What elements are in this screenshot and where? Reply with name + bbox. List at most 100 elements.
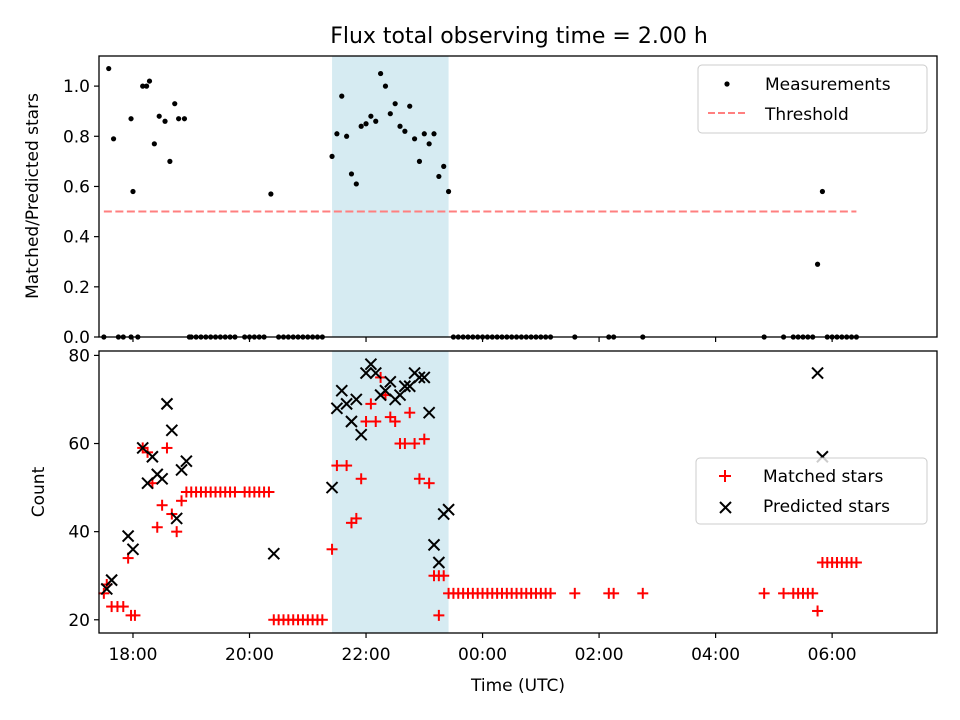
matched-star-point [176, 495, 188, 507]
predicted-star-point [811, 366, 824, 380]
matched-star-point [850, 557, 862, 568]
predicted-marker-b [267, 547, 280, 560]
bottom-y-axis-label: Count [29, 466, 49, 517]
matched-star-point [360, 416, 372, 427]
measurement-point [339, 93, 345, 99]
predicted-marker-b [345, 415, 358, 428]
matched-star-point [161, 442, 173, 454]
measurement-point [268, 191, 274, 197]
predicted-marker-b [379, 384, 392, 397]
predicted-marker-b [170, 512, 183, 525]
matched-star-point [341, 460, 353, 472]
measurement-point [363, 121, 369, 127]
measurement-point [353, 181, 359, 187]
top-y-tick-label: 0.6 [63, 177, 90, 197]
measurement-point [334, 131, 340, 137]
measurement-point [407, 103, 413, 109]
x-axis-label: Time (UTC) [470, 676, 565, 696]
measurement-point [416, 158, 423, 164]
predicted-marker-b [354, 428, 368, 441]
x-tick-label: 22:00 [342, 645, 391, 665]
matched-star-point [355, 473, 367, 485]
measurement-point [344, 133, 350, 139]
measurement-point [441, 163, 447, 169]
bottom-y-tick-label: 40 [68, 523, 90, 543]
bottom-y-tick-label: 80 [68, 346, 90, 366]
predicted-star-point [121, 529, 135, 543]
measurement-point [146, 78, 153, 84]
predicted-marker-b [359, 366, 373, 380]
matched-star-point [316, 614, 328, 626]
top-shaded-region [332, 56, 449, 337]
predicted-marker-b [369, 366, 382, 380]
matched-star-point [156, 499, 168, 511]
measurement-point [358, 123, 364, 129]
predicted-star-point [364, 358, 378, 371]
top-y-tick-label: 0.4 [63, 228, 90, 248]
bottom-legend: Matched stars Predicted stars [695, 457, 928, 525]
bottom-shaded-region [332, 351, 449, 633]
measurement-point [445, 188, 452, 195]
predicted-marker-b [418, 371, 431, 384]
x-tick-label: 06:00 [808, 645, 857, 665]
predicted-star-point [146, 450, 159, 463]
top-y-tick-label: 0.8 [63, 127, 90, 147]
matched-star-point [409, 438, 421, 450]
predicted-marker-b [141, 476, 154, 490]
x-tick-label: 18:00 [108, 645, 157, 665]
predicted-marker-b [422, 406, 436, 419]
matched-star-point [229, 486, 241, 498]
predicted-marker-b [393, 388, 407, 402]
measurement-point [181, 116, 188, 122]
measurement-point [156, 113, 162, 119]
matched-star-point [423, 477, 435, 489]
matched-star-point [263, 486, 275, 498]
x-tick-label: 20:00 [225, 645, 274, 665]
predicted-star-point [350, 393, 363, 406]
predicted-star-point [100, 582, 113, 596]
predicted-star-point [160, 397, 174, 411]
measurement-points [101, 65, 860, 340]
matched-star-point [807, 587, 819, 599]
measurement-point [411, 136, 418, 142]
predicted-star-point [175, 463, 188, 477]
x-tick-label: 04:00 [691, 645, 740, 665]
bottom-x-ticks: 18:00 20:00 22:00 00:00 02:00 04:00 06:00 [108, 633, 857, 665]
matched-star-point [326, 543, 338, 555]
top-legend: Measurements Threshold [697, 64, 928, 134]
measurement-point [130, 188, 136, 195]
predicted-star-point [398, 380, 412, 393]
measurement-point [167, 158, 173, 164]
predicted-marker-b [105, 573, 118, 587]
legend-matched-marker [719, 470, 731, 482]
predicted-star-point [413, 371, 426, 384]
predicted-marker-b [155, 472, 169, 485]
matched-star-point [637, 587, 649, 599]
measurement-point [426, 141, 432, 147]
predicted-marker-b [325, 481, 339, 494]
predicted-star-point [330, 402, 344, 415]
predicted-star-point [267, 547, 280, 560]
predicted-marker-b [350, 393, 363, 406]
shaded-observing-window [332, 351, 449, 633]
top-y-tick-label: 1.0 [63, 77, 90, 97]
measurement-point [373, 118, 379, 124]
matched-star-point [365, 398, 377, 410]
measurement-point [377, 70, 384, 77]
measurement-point [329, 153, 335, 159]
predicted-marker-b [126, 543, 140, 556]
matched-star-point [545, 587, 557, 599]
predicted-marker-b [427, 538, 441, 552]
measurement-point [348, 171, 355, 177]
matched-star-points [98, 371, 862, 626]
top-panel: 0.0 0.2 0.4 0.6 0.8 1.0 Matched/Predicted sta… [23, 55, 938, 348]
measurement-point [110, 136, 117, 142]
bottom-legend-box [695, 457, 928, 525]
measurement-point [172, 101, 178, 107]
matched-star-point [331, 460, 343, 472]
matched-star-point [569, 587, 581, 599]
matched-star-point [399, 438, 411, 450]
predicted-star-point [335, 384, 348, 397]
predicted-star-point [180, 454, 193, 468]
